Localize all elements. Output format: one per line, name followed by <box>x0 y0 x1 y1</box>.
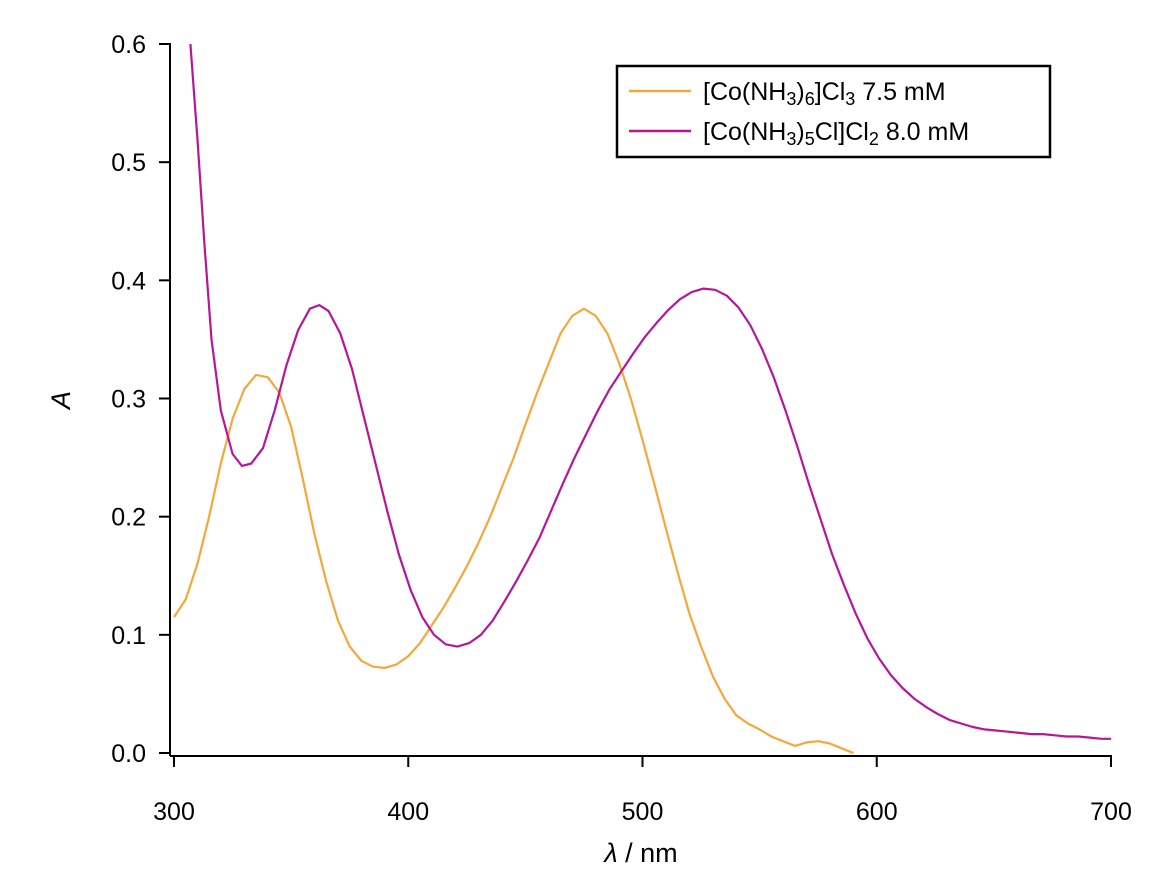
y-tick-label: 0.1 <box>111 622 146 650</box>
legend-text-part: 5 <box>805 129 815 149</box>
x-axis-title: λ / nm <box>602 838 677 868</box>
legend-text-part: 3 <box>786 89 796 109</box>
x-ticks: 300 400 500 600 700 <box>153 756 1132 826</box>
series-layer <box>173 43 1111 755</box>
y-tick-label: 0.3 <box>111 386 146 414</box>
y-tick-label: 0.4 <box>111 267 146 295</box>
legend-text-part: ) <box>796 118 804 146</box>
legend-text-part: 3 <box>786 129 796 149</box>
legend-text-part: 7.5 mM <box>855 78 945 106</box>
x-tick-label: 300 <box>153 798 195 826</box>
y-tick-label: 0.0 <box>111 740 146 768</box>
x-tick-label: 500 <box>622 798 664 826</box>
legend-box <box>615 64 1052 159</box>
y-axis-title: A <box>46 391 76 411</box>
y-ticks: 0.0 0.1 0.2 0.3 0.4 0.5 0.6 <box>111 31 170 768</box>
y-tick-label: 0.2 <box>111 504 146 532</box>
y-tick-label: 0.5 <box>111 149 146 177</box>
legend-text-part: [Co(NH <box>703 78 786 106</box>
legend-text-part: 2 <box>869 129 879 149</box>
legend: [Co(NH3)6]Cl3 7.5 mM [Co(NH3)5Cl]Cl2 8.0… <box>615 64 1052 159</box>
legend-text-part: 6 <box>805 89 815 109</box>
legend-text-part: [Co(NH <box>703 118 786 146</box>
y-tick-label: 0.6 <box>111 31 146 59</box>
x-axis-symbol: λ <box>602 838 617 868</box>
legend-text-part: 8.0 mM <box>879 118 969 146</box>
x-tick-label: 400 <box>387 798 429 826</box>
x-axis-unit: / nm <box>618 838 678 868</box>
legend-text-part: Cl]Cl <box>815 118 869 146</box>
series-line-hexaammine <box>173 307 854 755</box>
legend-label-hexaammine: [Co(NH3)6]Cl3 7.5 mM <box>703 78 946 109</box>
x-tick-label: 700 <box>1090 798 1132 826</box>
x-tick-label: 600 <box>856 798 898 826</box>
legend-text-part: 3 <box>845 89 855 109</box>
series-line-pentaamminechloro <box>189 43 1111 740</box>
legend-text-part: ]Cl <box>815 78 846 106</box>
legend-label-pentaamminechloro: [Co(NH3)5Cl]Cl2 8.0 mM <box>703 118 969 149</box>
legend-text-part: ) <box>796 78 804 106</box>
